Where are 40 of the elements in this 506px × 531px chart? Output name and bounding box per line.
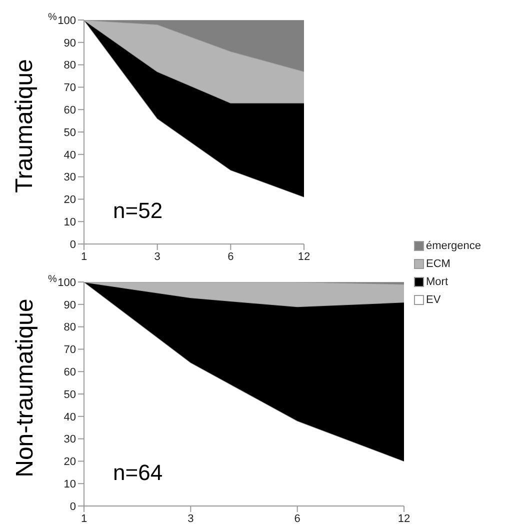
legend-label: Mort [426, 276, 448, 288]
x-tick-label: 6 [294, 512, 300, 525]
y-tick-label: 90 [64, 37, 76, 50]
y-tick-label: 0 [70, 238, 76, 251]
y-axis-title: % [48, 12, 57, 23]
y-tick-label: 80 [64, 60, 76, 72]
y-tick-label: 50 [64, 126, 76, 139]
y-tick-label: 100 [58, 276, 76, 289]
y-tick-label: 30 [64, 434, 76, 446]
y-tick-label: 10 [64, 216, 76, 229]
y-tick-label: 40 [64, 149, 76, 162]
y-tick-label: 20 [64, 194, 76, 206]
y-tick-label: 70 [64, 344, 76, 356]
y-tick-label: 90 [64, 299, 76, 312]
text: Traumatique [11, 59, 39, 193]
y-tick-label: 80 [64, 322, 76, 334]
y-tick-label: 100 [58, 14, 76, 27]
y-tick-label: 30 [64, 172, 76, 184]
y-tick-label: 10 [64, 478, 76, 491]
x-tick-label: 6 [228, 250, 234, 263]
legend-label: EV [426, 294, 441, 306]
x-tick-label: 12 [398, 512, 410, 525]
y-tick-label: 0 [70, 500, 76, 513]
y-axis-title: % [48, 274, 57, 285]
x-tick-label: 1 [80, 512, 88, 525]
y-tick-label: 60 [64, 366, 76, 379]
x-tick-label: 1 [80, 250, 88, 263]
y-tick-label: 40 [64, 411, 76, 424]
annotation: n=52 [113, 198, 163, 224]
annotation: n=64 [113, 460, 163, 486]
legend-label: émergence [426, 240, 482, 252]
x-tick-label: 3 [154, 250, 160, 263]
legend-label: ECM [426, 258, 450, 270]
y-tick-label: 50 [64, 388, 76, 401]
text: Non-traumatique [11, 298, 39, 478]
y-tick-label: 70 [64, 82, 76, 94]
x-tick-label: 3 [188, 512, 194, 525]
x-tick-label: 12 [298, 250, 310, 263]
y-tick-label: 60 [64, 104, 76, 117]
y-tick-label: 20 [64, 456, 76, 468]
